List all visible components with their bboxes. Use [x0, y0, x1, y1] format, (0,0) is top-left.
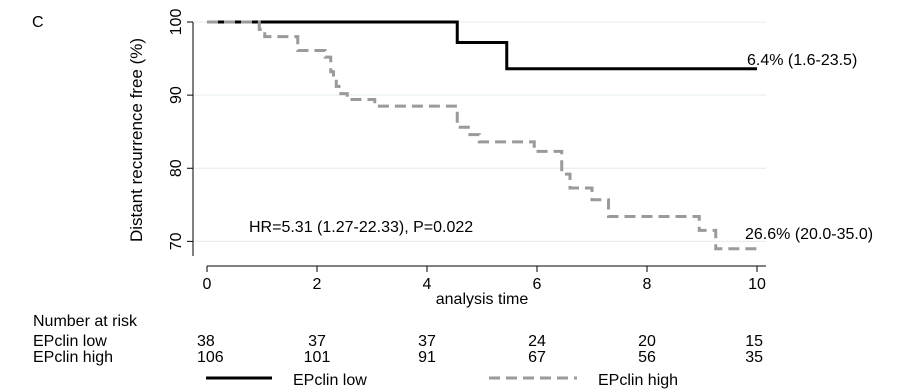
- risk-value-high-t8: 56: [638, 349, 656, 366]
- x-tick-label-0: 0: [203, 276, 212, 293]
- risk-value-low-t2: 37: [308, 333, 326, 350]
- y-tick-label-90: 90: [168, 86, 185, 104]
- hazard-ratio-annotation: HR=5.31 (1.27-22.33), P=0.022: [249, 219, 473, 236]
- risk-table-title: Number at risk: [33, 313, 138, 330]
- risk-value-high-t4: 91: [418, 349, 436, 366]
- x-tick-label-2: 2: [313, 276, 322, 293]
- x-tick-label-10: 10: [748, 276, 766, 293]
- x-axis-label: analysis time: [436, 291, 529, 308]
- y-ticks: 70 80 90 100: [168, 9, 193, 250]
- y-tick-label-80: 80: [168, 159, 185, 177]
- legend-label-low: EPclin low: [293, 372, 367, 389]
- risk-row-label-low: EPclin low: [33, 333, 107, 350]
- survival-curves: [207, 20, 757, 251]
- risk-value-low-t6: 24: [528, 333, 546, 350]
- risk-value-low-t0: 38: [197, 333, 215, 350]
- risk-value-high-t10: 35: [745, 349, 763, 366]
- x-tick-label-6: 6: [533, 276, 542, 293]
- risk-row-label-high: EPclin high: [33, 349, 113, 366]
- panel-label: C: [32, 14, 44, 31]
- risk-value-high-t6: 67: [528, 349, 546, 366]
- legend-label-high: EPclin high: [598, 372, 678, 389]
- risk-value-high-t2: 101: [304, 349, 331, 366]
- curve-epclin-high: [207, 20, 757, 251]
- risk-table-values: 38 37 37 24 20 15 106 101 91 67 56 35: [197, 333, 763, 366]
- x-tick-label-4: 4: [423, 276, 432, 293]
- x-tick-label-8: 8: [643, 276, 652, 293]
- low-end-label: 6.4% (1.6-23.5): [747, 52, 857, 69]
- curve-epclin-low: [207, 20, 757, 71]
- y-axis-label: Distant recurrence free (%): [127, 38, 146, 242]
- y-tick-label-100: 100: [168, 9, 185, 36]
- risk-value-high-t0: 106: [197, 349, 224, 366]
- risk-value-low-t4: 37: [418, 333, 436, 350]
- risk-value-low-t8: 20: [638, 333, 656, 350]
- y-tick-label-70: 70: [168, 232, 185, 250]
- gridlines: [194, 21, 766, 242]
- high-end-label: 26.6% (20.0-35.0): [745, 226, 873, 243]
- x-ticks: 0 2 4 6 8 10: [203, 266, 766, 293]
- risk-value-low-t10: 15: [745, 333, 763, 350]
